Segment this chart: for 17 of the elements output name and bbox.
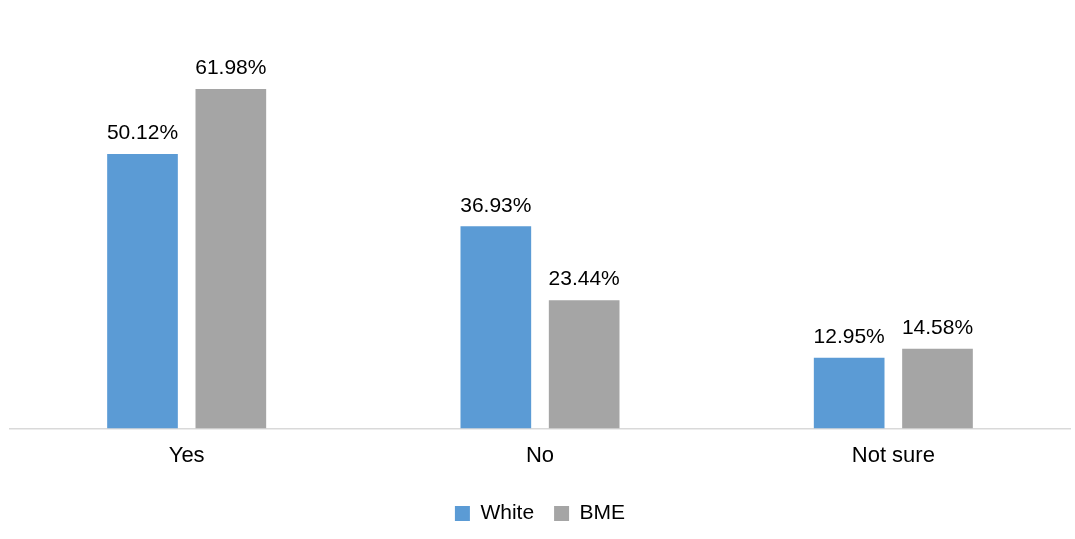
data-label: 50.12% (106, 120, 179, 144)
x-tick-label: Yes (168, 441, 205, 467)
data-label: 61.98% (195, 55, 267, 79)
bar (902, 348, 973, 429)
data-label: 36.93% (460, 192, 532, 216)
bar (107, 153, 178, 429)
bar (460, 226, 532, 429)
bar (813, 357, 885, 429)
data-label: 12.95% (813, 323, 885, 347)
bar (548, 300, 620, 429)
legend-label: BME (579, 500, 626, 524)
data-label: 23.44% (548, 266, 620, 290)
legend-label: White (480, 500, 535, 524)
data-label: 14.58% (901, 315, 974, 338)
x-tick-label: No (525, 441, 555, 467)
x-tick-label: Not sure (851, 441, 935, 467)
bar (195, 88, 267, 429)
